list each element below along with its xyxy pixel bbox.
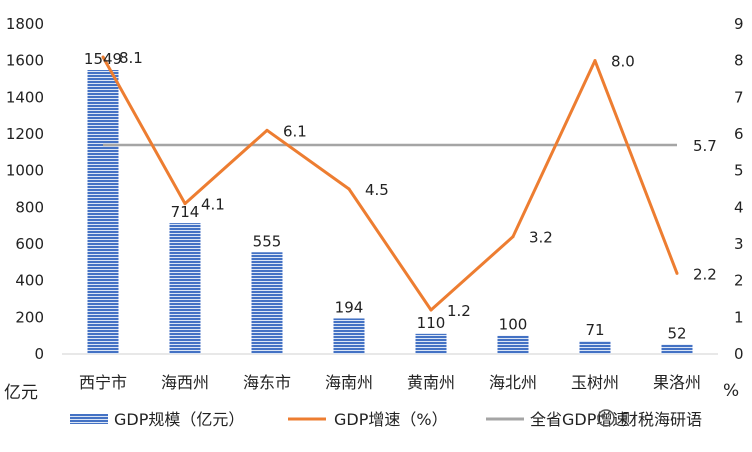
x-category-label: 果洛州 bbox=[653, 373, 701, 392]
growth-value-label: 4.1 bbox=[201, 196, 225, 214]
y-left-tick-label: 0 bbox=[34, 345, 44, 363]
y-right-tick-label: 5 bbox=[734, 162, 744, 180]
y-left-tick-label: 1400 bbox=[6, 88, 44, 106]
lines-layer bbox=[101, 55, 679, 312]
y-right-tick-label: 2 bbox=[734, 272, 744, 290]
growth-rate-point bbox=[265, 128, 269, 132]
growth-rate-point bbox=[593, 59, 597, 63]
legend-item-bar[interactable]: GDP规模（亿元） bbox=[70, 410, 244, 429]
gdp-bar bbox=[497, 335, 529, 354]
growth-rate-point bbox=[183, 202, 187, 206]
y-right-tick-label: 6 bbox=[734, 125, 744, 143]
y-left-tick-label: 800 bbox=[15, 198, 44, 216]
axes-layer: 0 200 400 600 800 1000 1200 1400 1600 1800 0 1 2 3 4 5 6… bbox=[6, 15, 744, 392]
x-category-label: 西宁市 bbox=[79, 373, 127, 392]
bar-value-label: 71 bbox=[585, 321, 604, 339]
legend-item-line[interactable]: GDP增速（%） bbox=[288, 410, 448, 429]
gdp-bar bbox=[415, 333, 447, 354]
y-left-tick-label: 400 bbox=[15, 272, 44, 290]
growth-rate-point bbox=[101, 55, 105, 59]
watermark-logo-dot-icon bbox=[601, 414, 605, 418]
growth-value-label: 6.1 bbox=[283, 122, 307, 140]
gdp-bar bbox=[661, 344, 693, 354]
x-category-label: 海北州 bbox=[489, 373, 537, 392]
bar-value-label: 110 bbox=[417, 314, 446, 332]
watermark-text: 财税海研语 bbox=[622, 410, 702, 429]
y-right-tick-label: 4 bbox=[734, 198, 744, 216]
bar-value-label: 1549 bbox=[84, 50, 122, 68]
bar-value-label: 714 bbox=[171, 203, 200, 221]
y-right-tick-label: 0 bbox=[734, 345, 744, 363]
right-axis-unit-label: % bbox=[723, 381, 739, 401]
y-left-tick-label: 1200 bbox=[6, 125, 44, 143]
left-axis-unit-label: 亿元 bbox=[4, 383, 38, 403]
legend-label-bar: GDP规模（亿元） bbox=[114, 410, 244, 429]
gdp-bar bbox=[169, 223, 201, 354]
legend-label-line: GDP增速（%） bbox=[334, 410, 448, 429]
growth-rate-point bbox=[429, 308, 433, 312]
growth-value-label: 3.2 bbox=[529, 229, 553, 247]
growth-value-label: 1.2 bbox=[447, 302, 471, 320]
x-category-label: 海西州 bbox=[161, 373, 209, 392]
x-category-label: 玉树州 bbox=[571, 373, 619, 392]
gdp-bar bbox=[579, 340, 611, 354]
y-left-tick-label: 1000 bbox=[6, 162, 44, 180]
y-left-tick-label: 200 bbox=[15, 308, 44, 326]
gdp-bar bbox=[333, 318, 365, 354]
bar-value-label: 555 bbox=[253, 232, 282, 250]
y-right-tick-label: 8 bbox=[734, 52, 744, 70]
x-category-label: 海南州 bbox=[325, 373, 373, 392]
growth-rate-point bbox=[511, 235, 515, 239]
growth-value-label: 8.1 bbox=[119, 49, 143, 67]
watermark: 财税海研语 bbox=[597, 409, 702, 429]
avg-value-label: 5.7 bbox=[693, 137, 717, 155]
watermark-logo-icon bbox=[597, 409, 615, 427]
gdp-bar bbox=[87, 70, 119, 355]
growth-rate-point bbox=[675, 271, 679, 275]
y-left-tick-label: 1600 bbox=[6, 52, 44, 70]
y-right-tick-label: 9 bbox=[734, 15, 744, 33]
legend-swatch-bar bbox=[70, 414, 108, 424]
y-left-tick-label: 1800 bbox=[6, 15, 44, 33]
bar-value-label: 100 bbox=[499, 316, 528, 334]
growth-rate-line bbox=[101, 56, 679, 312]
bar-value-label: 52 bbox=[667, 324, 686, 342]
growth-value-label: 4.5 bbox=[365, 181, 389, 199]
y-right-tick-label: 1 bbox=[734, 308, 744, 326]
y-left-tick-label: 600 bbox=[15, 235, 44, 253]
gdp-bar bbox=[251, 252, 283, 354]
x-category-label: 海东市 bbox=[243, 373, 291, 392]
x-category-label: 黄南州 bbox=[407, 373, 455, 392]
bar-value-label: 194 bbox=[335, 298, 364, 316]
growth-rate-point bbox=[347, 187, 351, 191]
legend: GDP规模（亿元） GDP增速（%） 全省GDP增速 bbox=[70, 410, 628, 429]
y-right-tick-label: 3 bbox=[734, 235, 744, 253]
labels-layer: 1549 714 555 194 110 100 71 52 8.1 4.1 6.1 4.5 1.2 3.… bbox=[84, 49, 717, 342]
bars-layer bbox=[87, 70, 693, 355]
growth-value-label: 2.2 bbox=[693, 265, 717, 283]
y-right-tick-label: 7 bbox=[734, 88, 744, 106]
growth-value-label: 8.0 bbox=[611, 53, 635, 71]
